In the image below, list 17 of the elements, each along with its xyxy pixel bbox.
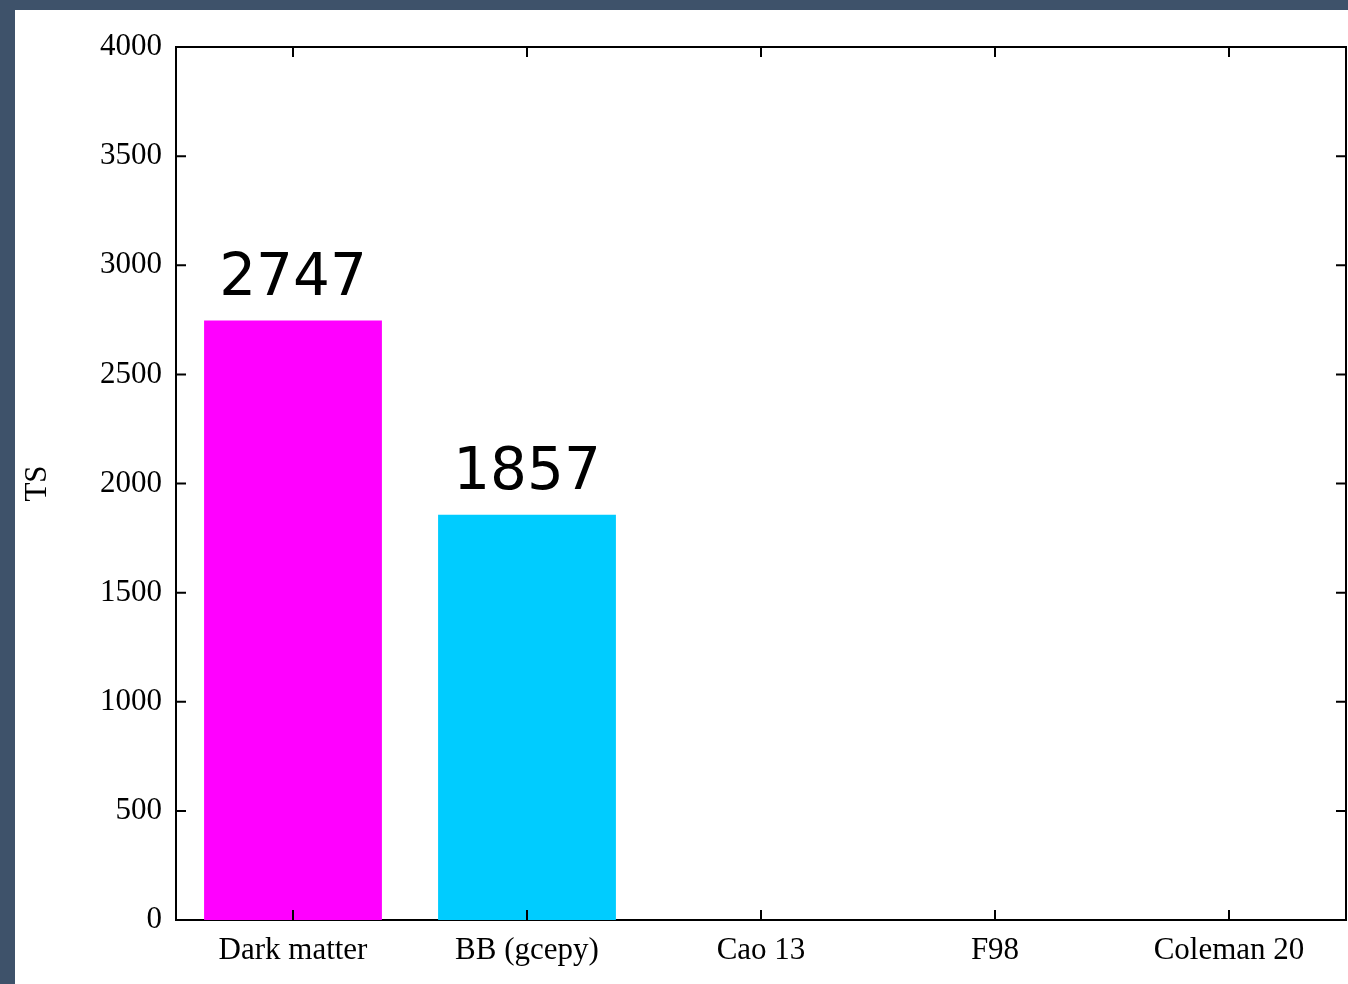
data-label: 2747 [219, 240, 367, 309]
x-tick-label: Cao 13 [716, 930, 806, 966]
y-tick-label: 2500 [100, 354, 162, 390]
data-label: 1857 [453, 434, 601, 503]
y-tick-label: 3500 [100, 136, 162, 172]
y-tick-label: 4000 [100, 27, 162, 63]
y-tick-label: 0 [146, 900, 162, 936]
x-tick-label: BB (gcepy) [455, 930, 599, 966]
y-tick-label: 500 [115, 791, 162, 827]
y-tick-label: 3000 [100, 245, 162, 281]
y-tick-label: 2000 [100, 463, 162, 499]
y-tick-label: 1000 [100, 681, 162, 717]
y-axis-title: TS [17, 465, 53, 502]
x-tick-label: Coleman 20 [1153, 930, 1305, 966]
y-tick-label: 1500 [100, 572, 162, 608]
x-tick-label: Dark matter [218, 930, 369, 966]
x-tick-label: F98 [970, 930, 1020, 966]
